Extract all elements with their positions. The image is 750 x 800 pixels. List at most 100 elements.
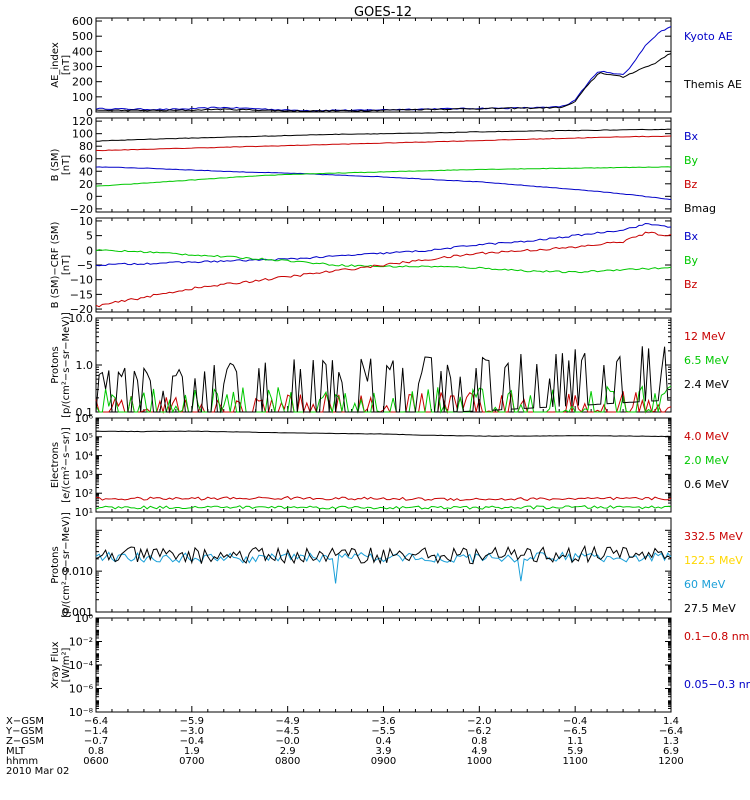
y-tick-label: −5	[77, 259, 93, 272]
coord-value: 1200	[658, 756, 683, 767]
coord-value: −4.5	[276, 726, 300, 737]
y-axis-label-line: [nT]	[61, 155, 72, 175]
y-tick-label: 80	[79, 140, 93, 153]
series-line-By	[95, 166, 672, 187]
legend-label: 332.5 MeV	[684, 530, 743, 543]
y-tick-label: 10⁶	[75, 412, 94, 425]
series-line-0-6-MeV	[96, 430, 672, 438]
coord-row-label: hhmm	[6, 756, 38, 767]
legend-label: By	[684, 154, 699, 167]
coord-value: 0.8	[471, 736, 487, 747]
y-tick-label: 10⁰	[75, 612, 94, 625]
legend-label: 0.6 MeV	[684, 478, 729, 491]
series-line-60-MeV	[95, 551, 672, 584]
y-tick-label: 10²	[75, 487, 93, 500]
coord-row-label: Z−GSM	[6, 736, 44, 747]
y-tick-label: 10⁻⁶	[69, 683, 94, 696]
y-axis-label-line: B (SM)−CRF (SM)	[50, 221, 61, 308]
coord-value: 5.9	[567, 746, 583, 757]
y-axis-label: AE_index[nT]	[50, 42, 72, 88]
coord-value: 1.9	[184, 746, 200, 757]
y-tick-label: 100	[72, 128, 93, 141]
coord-value: −6.4	[84, 716, 108, 727]
panel-frame	[95, 517, 672, 613]
coord-value: 0700	[179, 756, 204, 767]
legend-label: 0.05−0.3 nm	[684, 678, 750, 691]
y-axis-label: Protons[p/(cm²−s−sr−MeV)]	[50, 512, 72, 618]
coord-value: 0800	[275, 756, 300, 767]
coord-value: 6.9	[663, 746, 679, 757]
y-tick-label: 300	[72, 61, 93, 74]
legend-label: 122.5 MeV	[684, 554, 743, 567]
y-tick-label: 0.1	[76, 406, 94, 419]
coord-value: −3.6	[371, 716, 395, 727]
y-tick-label: 0	[86, 244, 93, 257]
series-line-Bx	[95, 166, 672, 201]
legend-label: By	[684, 254, 699, 267]
y-tick-label: 0	[86, 106, 93, 119]
series-line-4-0-MeV	[95, 496, 672, 502]
y-tick-label: 1.0	[76, 359, 94, 372]
y-tick-label: 200	[72, 76, 93, 89]
panel-frame	[95, 17, 672, 113]
legend-label: Bx	[684, 130, 699, 143]
y-tick-label: 10.0	[69, 312, 94, 325]
coord-value: −5.9	[180, 716, 204, 727]
coord-value: 1100	[562, 756, 587, 767]
series-line-Themis-AE	[95, 53, 672, 112]
legend-label: 6.5 MeV	[684, 354, 729, 367]
coord-value: −5.5	[371, 726, 395, 737]
coord-value: 1.3	[663, 736, 679, 747]
y-tick-label: 10⁴	[75, 450, 94, 463]
panel-bdiff: −20 −15−10 −5 05 10 B (SM)−CRF (SM)[nT] Bx By Bz	[50, 215, 699, 316]
legend-label: Bmag	[684, 202, 716, 215]
y-tick-label: 10⁻⁸	[69, 706, 94, 719]
y-tick-label: 0	[86, 190, 93, 203]
coord-row-label: Y−GSM	[5, 726, 43, 737]
y-tick-label: 10¹	[75, 506, 93, 519]
panel-ae: 0 100 200 300 400 500 600 AE_index[nT] Kyoto AE T…	[50, 15, 742, 119]
y-tick-label: 10³	[75, 468, 93, 481]
coord-value: −0.4	[180, 736, 204, 747]
y-tick-label: −20	[70, 203, 93, 216]
panel-frame	[95, 117, 672, 213]
y-axis-label: Xray Flux[W/m²]	[50, 641, 72, 688]
y-tick-label: −15	[70, 288, 93, 301]
panel-xray: 10⁻⁸ 10⁻⁶ 10⁻⁴ 10⁻² 10⁰ Xray Flux[W/m²] 0.1−0.…	[50, 612, 750, 719]
y-axis-label: Electrons[e/(cm²−s−sr)]	[50, 427, 72, 503]
coord-value: 0900	[371, 756, 396, 767]
series-line-Bmag	[95, 128, 672, 142]
series-line-2-0-MeV	[95, 505, 672, 510]
y-axis-label-line: Protons	[50, 546, 61, 583]
coord-value: −2.0	[467, 716, 491, 727]
legend-label: 0.1−0.8 nm	[684, 630, 749, 643]
coord-value: 3.9	[376, 746, 392, 757]
series-line-By	[95, 249, 672, 274]
y-tick-label: 60	[79, 153, 93, 166]
series-line-2-4-MeV	[95, 346, 672, 413]
coord-value: 1.1	[567, 736, 583, 747]
y-tick-label: 20	[79, 178, 93, 191]
y-axis-label-line: [nT]	[61, 55, 72, 75]
series-line-Bx	[95, 222, 672, 267]
legend-label: 2.0 MeV	[684, 454, 729, 467]
y-tick-label: −10	[70, 274, 93, 287]
y-tick-label: 0.001	[62, 606, 94, 619]
chart-title: GOES-12	[354, 5, 412, 20]
y-axis-label-line: [W/m²]	[61, 647, 72, 682]
legend-label: 12 MeV	[684, 330, 726, 343]
y-tick-label: 600	[72, 15, 93, 28]
panel-frame	[95, 217, 672, 313]
y-tick-label: 100	[72, 91, 93, 104]
y-tick-label: 0.010	[62, 565, 94, 578]
y-axis-label-line: [e/(cm²−s−sr)]	[61, 427, 72, 503]
y-axis-label-line: [nT]	[61, 255, 72, 275]
coord-value: −0.0	[276, 736, 300, 747]
y-axis-label-line: Protons	[50, 346, 61, 383]
coord-value: 0.8	[88, 746, 104, 757]
y-tick-label: 5	[86, 230, 93, 243]
coord-value: −3.0	[180, 726, 204, 737]
